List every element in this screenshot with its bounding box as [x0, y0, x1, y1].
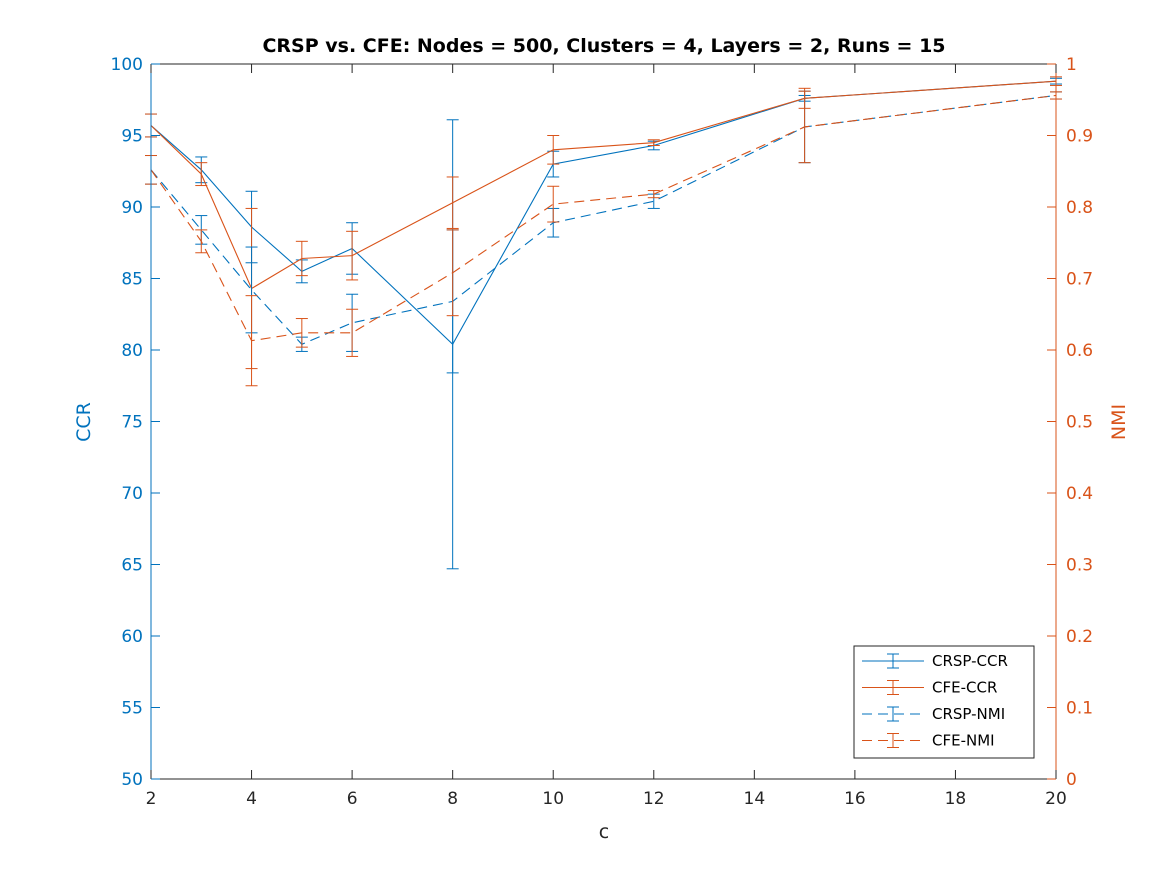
axes: 2 4 6 8 10 12 14 16 18 20505560657075808590951000… — [111, 55, 1094, 809]
error-bar — [647, 139, 660, 147]
error-bar — [245, 295, 258, 387]
chart-title: CRSP vs. CFE: Nodes = 500, Clusters = 4,… — [262, 35, 945, 57]
legend-symbol — [862, 733, 924, 748]
legend-label: CRSP-NMI — [932, 705, 1005, 723]
x-tick-label: 2 — [146, 789, 157, 809]
legend-item: CFE-CCR — [862, 679, 997, 697]
y-tick-label-left: 85 — [121, 270, 143, 290]
error-bar — [547, 135, 560, 165]
x-tick-label: 20 — [1045, 789, 1067, 809]
error-bar — [346, 230, 359, 281]
y-axis-label-left: CCR — [73, 402, 95, 442]
legend-symbol — [862, 680, 924, 695]
y-tick-label-right: 0.1 — [1066, 699, 1093, 719]
legend-symbol — [862, 653, 924, 669]
legend-label: CFE-NMI — [932, 732, 995, 750]
y-axis-label-right: NMI — [1108, 404, 1130, 440]
series-crsp-ccr — [145, 77, 1062, 570]
plot-area — [145, 76, 1062, 570]
y-tick-label-right: 0.3 — [1066, 556, 1093, 576]
y-tick-label-right: 0.4 — [1066, 484, 1093, 504]
y-tick-label-left: 60 — [121, 627, 143, 647]
x-tick-label: 4 — [246, 789, 257, 809]
error-bar — [647, 190, 660, 199]
series-line-cfe-nmi — [150, 94, 1057, 342]
y-tick-label-right: 1 — [1066, 55, 1077, 75]
series-cfe-nmi — [145, 90, 1062, 387]
y-tick-label-right: 0.5 — [1066, 413, 1093, 433]
x-tick-label: 10 — [542, 789, 564, 809]
legend-symbol — [862, 706, 924, 722]
error-bar — [547, 185, 560, 223]
y-tick-label-left: 70 — [121, 484, 143, 504]
series-line-crsp-nmi — [150, 94, 1057, 345]
y-tick-label-left: 50 — [121, 770, 143, 790]
y-tick-label-right: 0.8 — [1066, 198, 1093, 218]
y-tick-label-left: 90 — [121, 198, 143, 218]
y-tick-label-right: 0.7 — [1066, 270, 1093, 290]
legend-box — [853, 645, 1035, 759]
series-cfe-ccr — [145, 76, 1062, 370]
error-bar — [446, 229, 459, 317]
legend: CRSP-CCR CFE-CCR CRSP-NMI CFE-NMI — [853, 645, 1035, 759]
error-bar — [446, 176, 459, 229]
x-tick-label: 16 — [844, 789, 866, 809]
error-bar — [346, 308, 359, 357]
y-tick-label-left: 65 — [121, 556, 143, 576]
y-tick-label-right: 0.6 — [1066, 341, 1093, 361]
error-bar — [195, 162, 208, 187]
error-bar — [295, 240, 308, 277]
series-line-crsp-ccr — [150, 80, 1057, 346]
y-tick-label-left: 100 — [111, 55, 143, 75]
y-tick-label-right: 0.2 — [1066, 627, 1093, 647]
x-tick-label: 8 — [447, 789, 458, 809]
x-tick-label: 6 — [347, 789, 358, 809]
y-tick-label-left: 55 — [121, 699, 143, 719]
legend-item: CRSP-CCR — [862, 652, 1008, 670]
legend-label: CRSP-CCR — [932, 652, 1008, 670]
legend-item: CRSP-NMI — [862, 705, 1005, 723]
y-tick-label-right: 0.9 — [1066, 127, 1093, 147]
series-line-cfe-ccr — [150, 80, 1057, 290]
x-tick-label: 12 — [643, 789, 665, 809]
error-bar — [195, 229, 208, 254]
error-bar — [798, 90, 811, 164]
y-tick-label-right: 0 — [1066, 770, 1077, 790]
x-axis-label: c — [599, 821, 609, 843]
legend-item: CFE-NMI — [862, 732, 995, 750]
y-tick-label-left: 75 — [121, 413, 143, 433]
y-tick-label-left: 80 — [121, 341, 143, 361]
y-tick-label-left: 95 — [121, 127, 143, 147]
x-tick-label: 14 — [744, 789, 766, 809]
error-bar — [295, 318, 308, 348]
x-tick-label: 18 — [945, 789, 967, 809]
series-crsp-nmi — [145, 90, 1062, 374]
legend-label: CFE-CCR — [932, 679, 997, 697]
